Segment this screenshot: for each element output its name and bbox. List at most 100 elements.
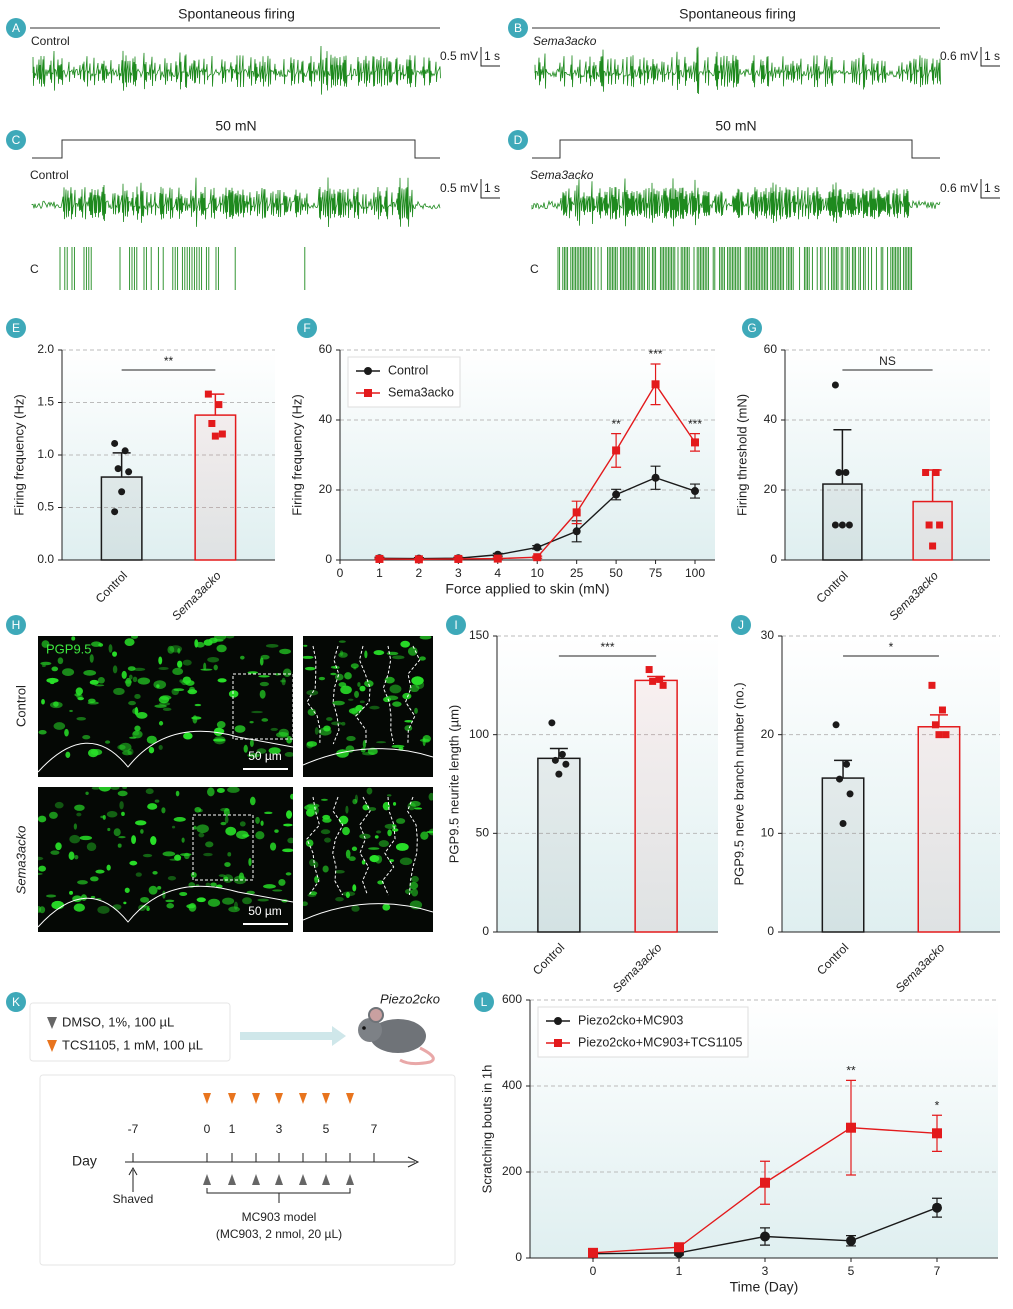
x-axis-label: Time (Day) bbox=[730, 1279, 799, 1295]
mouse-head bbox=[358, 1018, 382, 1042]
fluorescence bbox=[304, 666, 316, 671]
tissue-outline bbox=[38, 730, 293, 773]
data-point bbox=[831, 521, 839, 529]
data-point bbox=[938, 706, 946, 714]
fluorescence bbox=[392, 701, 402, 707]
data-point bbox=[836, 775, 844, 783]
fluorescence bbox=[259, 657, 264, 666]
fluorescence bbox=[420, 831, 429, 840]
data-point bbox=[533, 553, 542, 562]
fluorescence bbox=[354, 794, 359, 804]
fluorescence bbox=[158, 745, 163, 750]
fluorescence bbox=[113, 687, 125, 695]
legend-label: Piezo2cko+MC903 bbox=[578, 1013, 683, 1027]
fluorescence bbox=[281, 677, 286, 686]
y-tick-label: 60 bbox=[319, 342, 333, 356]
fluorescence bbox=[137, 677, 151, 685]
fluorescence bbox=[165, 899, 175, 903]
y-tick-label: 40 bbox=[764, 412, 778, 426]
fluorescence bbox=[153, 680, 167, 690]
timeline-axis-label: Day bbox=[72, 1153, 97, 1169]
spike-raster bbox=[557, 247, 913, 290]
bar bbox=[821, 777, 865, 933]
bar bbox=[917, 726, 961, 933]
data-point bbox=[375, 554, 384, 563]
dose-mc903 bbox=[346, 1174, 354, 1185]
fluorescence bbox=[334, 870, 345, 874]
fluorescence bbox=[134, 693, 141, 700]
fluorescence bbox=[320, 829, 331, 835]
data-point bbox=[831, 381, 839, 389]
fluorescence bbox=[360, 747, 366, 753]
image bbox=[38, 787, 293, 932]
fluorescence bbox=[306, 741, 318, 747]
y-tick-label: 10 bbox=[761, 826, 775, 840]
fluorescence bbox=[223, 808, 230, 817]
x-tick-label: Control bbox=[814, 940, 851, 977]
fluorescence bbox=[228, 906, 240, 913]
fluorescence bbox=[86, 842, 97, 852]
fluorescence bbox=[314, 727, 319, 735]
fluorescence bbox=[129, 860, 138, 866]
fluorescence bbox=[195, 641, 205, 648]
y-tick-label: 20 bbox=[764, 482, 778, 496]
fluorescence bbox=[374, 854, 383, 864]
fluorescence bbox=[194, 806, 202, 813]
model-bracket bbox=[206, 1188, 351, 1203]
fluorescence bbox=[64, 728, 69, 737]
fluorescence bbox=[216, 721, 226, 729]
shaved-label: Shaved bbox=[113, 1192, 154, 1206]
fluorescence bbox=[128, 700, 136, 706]
fluorescence bbox=[90, 876, 99, 882]
fluorescence bbox=[249, 796, 256, 806]
data-point bbox=[839, 819, 847, 827]
x-tick-label: 2 bbox=[416, 566, 423, 580]
data-point bbox=[111, 508, 119, 516]
data-point bbox=[218, 430, 226, 438]
fluorescence bbox=[207, 656, 220, 663]
fluorescence bbox=[243, 744, 248, 753]
fluorescence bbox=[386, 794, 392, 797]
fluorescence bbox=[354, 690, 360, 698]
fluorescence bbox=[411, 888, 419, 897]
fluorescence bbox=[314, 875, 319, 884]
axes bbox=[529, 1000, 998, 1259]
fluorescence bbox=[348, 708, 359, 714]
day-label: 7 bbox=[371, 1122, 378, 1136]
mouse-ear bbox=[368, 1007, 384, 1023]
fluorescence bbox=[41, 664, 46, 668]
fluorescence bbox=[320, 798, 328, 801]
fluorescence bbox=[68, 851, 75, 860]
fluorescence bbox=[402, 692, 412, 700]
data-point bbox=[846, 1235, 856, 1246]
y-axis-label: Firing frequency (Hz) bbox=[11, 394, 26, 515]
scale-bar bbox=[980, 179, 1000, 199]
fluorescence bbox=[182, 659, 192, 666]
fluorescence bbox=[286, 735, 293, 744]
fluorescence bbox=[146, 735, 157, 744]
fluorescence bbox=[326, 717, 333, 721]
fluorescence bbox=[387, 829, 392, 837]
fluorescence bbox=[400, 640, 411, 648]
fluorescence bbox=[158, 696, 170, 704]
fluorescence bbox=[106, 810, 118, 818]
fluorescence bbox=[342, 826, 350, 836]
neurite-trace bbox=[332, 645, 340, 745]
fluorescence bbox=[181, 837, 185, 843]
fluorescence bbox=[225, 826, 237, 836]
fluorescence bbox=[40, 661, 52, 666]
significance: *** bbox=[600, 640, 614, 654]
panel-label: E bbox=[12, 321, 20, 335]
fluorescence bbox=[322, 817, 332, 823]
fluorescence bbox=[290, 793, 293, 800]
legend-marker bbox=[364, 367, 372, 375]
fluorescence bbox=[428, 792, 433, 801]
panel-badge bbox=[6, 992, 26, 1012]
shaved-arrow bbox=[128, 1166, 138, 1192]
neurite-trace bbox=[406, 796, 418, 896]
fluorescence bbox=[100, 815, 105, 819]
scale-time: 1 s bbox=[984, 49, 1000, 63]
fluorescence bbox=[426, 830, 433, 834]
raster-label: C bbox=[30, 262, 39, 276]
